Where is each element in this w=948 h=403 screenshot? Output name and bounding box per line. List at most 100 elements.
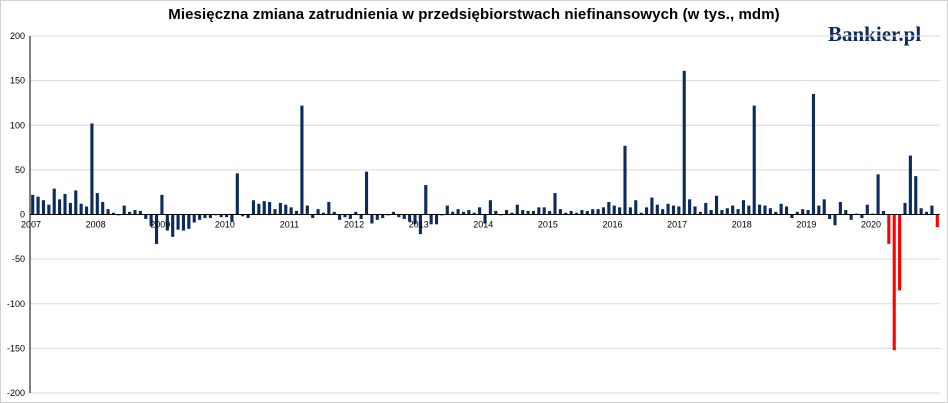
x-tick-label: 2012 — [344, 220, 364, 230]
bar — [332, 211, 336, 215]
bar — [343, 214, 347, 218]
bar — [74, 190, 78, 215]
bar — [494, 210, 498, 215]
x-tick-label: 2010 — [215, 220, 235, 230]
bar — [833, 214, 837, 226]
bar — [289, 207, 293, 215]
bar — [316, 209, 320, 215]
bar — [806, 210, 810, 215]
bar — [133, 210, 137, 215]
x-tick-label: 2016 — [603, 220, 623, 230]
bar — [257, 203, 261, 215]
bar — [919, 208, 923, 215]
bar — [208, 214, 212, 219]
y-tick-label: -50 — [12, 254, 25, 264]
brand-logo: Bankier.pl — [828, 22, 922, 46]
bar — [644, 207, 649, 215]
bar — [284, 204, 288, 215]
bar — [714, 195, 719, 215]
bar — [408, 214, 412, 222]
bar — [413, 214, 417, 225]
bar — [58, 199, 62, 215]
bar — [472, 212, 476, 215]
bar — [478, 207, 482, 215]
bar — [661, 209, 665, 215]
bar — [650, 197, 654, 215]
bar — [483, 214, 487, 224]
bar — [553, 193, 557, 215]
x-tick-label: 2014 — [473, 220, 493, 230]
bar — [655, 204, 659, 215]
bar — [752, 105, 756, 215]
bar — [106, 209, 110, 215]
x-tick-label: 2020 — [861, 220, 881, 230]
bar — [338, 214, 342, 220]
bar — [160, 194, 164, 215]
bar — [892, 214, 896, 351]
x-tick-label: 2015 — [538, 220, 558, 230]
bar — [198, 214, 202, 220]
bar — [176, 214, 180, 230]
bar — [585, 210, 589, 215]
bar — [187, 214, 191, 229]
bar — [311, 214, 315, 219]
bar — [817, 205, 821, 215]
y-tick-label: 100 — [10, 120, 25, 130]
bar — [241, 214, 245, 217]
x-tick-label: 2018 — [732, 220, 752, 230]
bar — [677, 206, 681, 215]
x-tick-label: 2009 — [150, 220, 170, 230]
bar — [558, 209, 562, 215]
y-tick-label: 200 — [10, 31, 25, 41]
bar — [101, 202, 105, 215]
bar — [801, 209, 805, 215]
bar — [881, 210, 886, 215]
bar — [391, 211, 396, 215]
bar — [521, 210, 525, 215]
bar — [68, 202, 72, 215]
bar — [515, 204, 519, 215]
bar — [235, 173, 239, 215]
bar — [634, 200, 638, 215]
bar — [569, 210, 573, 215]
bar — [246, 214, 250, 219]
bar — [461, 211, 466, 215]
bar — [914, 176, 918, 215]
bar — [31, 194, 35, 215]
bar — [154, 214, 159, 244]
bar — [278, 202, 282, 215]
bar — [618, 207, 622, 215]
bar — [251, 200, 256, 215]
bar — [224, 214, 229, 218]
bar — [348, 214, 352, 219]
y-tick-label: 150 — [10, 76, 25, 86]
bar — [402, 214, 406, 219]
bar — [526, 210, 530, 215]
x-tick-label: 2019 — [796, 220, 816, 230]
x-tick-label: 2013 — [409, 220, 429, 230]
bar — [181, 214, 186, 231]
bar — [784, 206, 789, 215]
bar — [429, 214, 433, 225]
x-tick-label: 2008 — [86, 220, 106, 230]
bar — [876, 174, 880, 215]
bar — [434, 214, 439, 225]
bar — [359, 214, 363, 219]
bar — [149, 214, 153, 227]
bar — [47, 204, 51, 215]
bar — [709, 210, 713, 215]
bar — [542, 207, 546, 215]
bar — [693, 206, 697, 215]
bar — [84, 206, 89, 215]
bar — [612, 205, 616, 215]
bar — [725, 208, 729, 215]
bar — [510, 212, 514, 215]
bar — [63, 193, 67, 215]
bar — [451, 211, 455, 215]
bar — [327, 202, 331, 215]
x-tick-label: 2017 — [667, 220, 687, 230]
bar — [230, 214, 234, 222]
bar — [736, 209, 740, 215]
bar — [580, 210, 584, 215]
